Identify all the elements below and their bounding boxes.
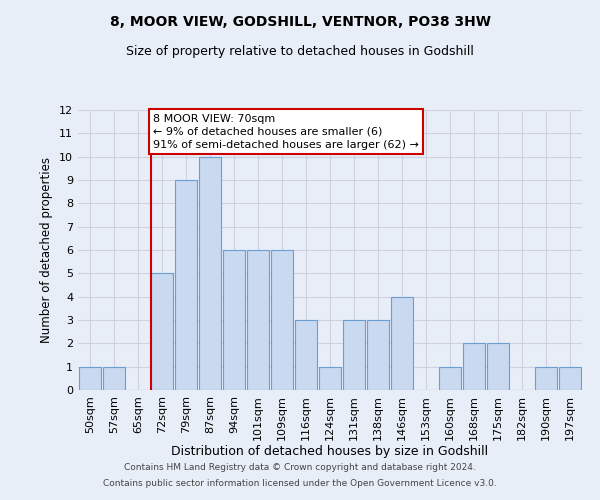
Bar [319, 366, 341, 390]
Bar [487, 344, 509, 390]
Text: Size of property relative to detached houses in Godshill: Size of property relative to detached ho… [126, 45, 474, 58]
Bar [343, 320, 365, 390]
Bar [367, 320, 389, 390]
Bar [535, 366, 557, 390]
Text: Contains HM Land Registry data © Crown copyright and database right 2024.: Contains HM Land Registry data © Crown c… [124, 464, 476, 472]
Bar [103, 366, 125, 390]
Bar [271, 250, 293, 390]
Bar [391, 296, 413, 390]
Bar [463, 344, 485, 390]
Bar [199, 156, 221, 390]
Text: 8, MOOR VIEW, GODSHILL, VENTNOR, PO38 3HW: 8, MOOR VIEW, GODSHILL, VENTNOR, PO38 3H… [110, 15, 491, 29]
X-axis label: Distribution of detached houses by size in Godshill: Distribution of detached houses by size … [172, 446, 488, 458]
Text: Contains public sector information licensed under the Open Government Licence v3: Contains public sector information licen… [103, 478, 497, 488]
Bar [223, 250, 245, 390]
Bar [295, 320, 317, 390]
Bar [247, 250, 269, 390]
Bar [559, 366, 581, 390]
Y-axis label: Number of detached properties: Number of detached properties [40, 157, 53, 343]
Bar [175, 180, 197, 390]
Bar [439, 366, 461, 390]
Text: 8 MOOR VIEW: 70sqm
← 9% of detached houses are smaller (6)
91% of semi-detached : 8 MOOR VIEW: 70sqm ← 9% of detached hous… [153, 114, 419, 150]
Bar [151, 274, 173, 390]
Bar [79, 366, 101, 390]
